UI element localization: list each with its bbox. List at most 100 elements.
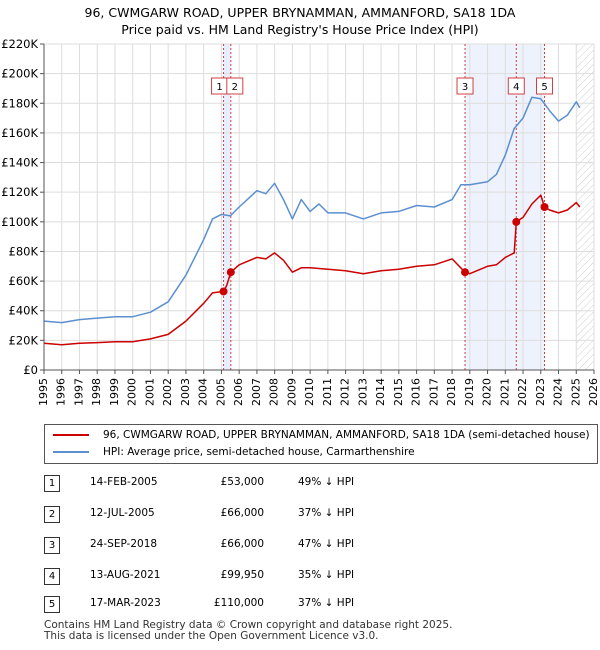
legend-item-hpi: HPI: Average price, semi-detached house,… [53, 444, 415, 460]
legend-swatch-red [53, 434, 89, 436]
x-tick-label: 2011 [321, 378, 334, 406]
x-tick-label: 2008 [268, 378, 281, 406]
footer-line1: Contains HM Land Registry data © Crown c… [44, 619, 453, 631]
legend-label-property: 96, CWMGARW ROAD, UPPER BRYNAMMAN, AMMAN… [103, 429, 590, 441]
sale-point [219, 287, 228, 296]
chart-title-line1: 96, CWMGARW ROAD, UPPER BRYNAMMAN, AMMAN… [84, 5, 516, 20]
sale-hpi-diff: 47% ↓ HPI [298, 538, 355, 550]
x-tick-label: 2018 [445, 378, 458, 406]
sale-point [512, 217, 521, 226]
sale-number-box [226, 77, 244, 95]
sales-table-row: 5 17-MAR-2023 £110,000 37% ↓ HPI [44, 596, 444, 614]
y-tick-label: £140K [1, 156, 38, 170]
sale-number-label: 4 [513, 82, 519, 93]
x-tick-label: 2025 [569, 378, 582, 406]
sale-date: 14-FEB-2005 [90, 476, 158, 488]
series-line-property [43, 194, 581, 346]
x-tick-label: 2001 [143, 378, 156, 406]
sale-hpi-diff: 37% ↓ HPI [298, 597, 355, 609]
x-tick-label: 2010 [303, 378, 316, 406]
y-tick-label: £220K [1, 37, 38, 51]
sale-price: £99,950 [220, 569, 264, 581]
y-tick-label: £200K [1, 67, 38, 81]
x-tick-label: 1998 [90, 378, 103, 406]
y-tick-label: £20K [9, 333, 39, 347]
x-tick-label: 1997 [72, 378, 85, 406]
sale-price: £66,000 [220, 507, 264, 519]
x-tick-label: 2005 [214, 378, 227, 406]
x-tick-label: 2012 [339, 378, 352, 406]
x-tick-label: 2020 [481, 378, 494, 406]
x-tick-label: 2022 [516, 378, 529, 406]
sale-point [226, 268, 235, 277]
y-tick-label: £0 [23, 363, 38, 377]
x-tick-label: 2000 [126, 378, 139, 406]
x-tick-label: 2002 [161, 378, 174, 406]
y-tick-label: £60K [9, 274, 39, 288]
sale-number-label: 1 [216, 82, 222, 93]
footer-line2: This data is licensed under the Open Gov… [44, 630, 379, 642]
x-tick-label: 2019 [463, 378, 476, 406]
x-tick-label: 2016 [410, 378, 423, 406]
series-line-hpi [43, 96, 581, 324]
sale-number-label: 2 [232, 82, 238, 93]
x-tick-label: 2021 [498, 378, 511, 406]
x-tick-label: 1995 [37, 378, 50, 406]
footer-attribution: Contains HM Land Registry data © Crown c… [44, 620, 452, 642]
sale-hpi-diff: 49% ↓ HPI [298, 476, 355, 488]
sale-date: 17-MAR-2023 [90, 597, 161, 609]
x-tick-label: 1996 [55, 378, 68, 406]
future-hatch-area [576, 44, 594, 370]
sale-number-badge: 3 [44, 537, 60, 554]
sale-number-box [507, 77, 525, 95]
chart-legend: 96, CWMGARW ROAD, UPPER BRYNAMMAN, AMMAN… [44, 424, 598, 464]
y-tick-label: £160K [1, 126, 38, 140]
x-tick-label: 2007 [250, 378, 263, 406]
x-tick-label: 2017 [427, 378, 440, 406]
chart-title-line2: Price paid vs. HM Land Registry's House … [121, 22, 479, 37]
y-tick-label: £40K [9, 304, 39, 318]
x-tick-label: 2026 [587, 378, 600, 406]
legend-item-property: 96, CWMGARW ROAD, UPPER BRYNAMMAN, AMMAN… [53, 427, 590, 443]
sale-number-box [536, 77, 553, 95]
legend-label-hpi: HPI: Average price, semi-detached house,… [103, 446, 415, 458]
x-tick-label: 2023 [534, 378, 547, 406]
sale-band [465, 44, 517, 370]
y-tick-label: £80K [9, 244, 39, 258]
sale-number-badge: 1 [44, 475, 60, 492]
sale-number-box [456, 77, 474, 95]
sale-date: 24-SEP-2018 [90, 538, 158, 550]
x-tick-label: 2003 [179, 378, 192, 406]
sale-price: £110,000 [213, 597, 264, 609]
sales-table-row: 4 13-AUG-2021 £99,950 35% ↓ HPI [44, 568, 444, 586]
y-tick-label: £120K [1, 185, 38, 199]
sale-number-badge: 2 [44, 506, 60, 523]
sale-point [540, 203, 549, 211]
y-tick-label: £180K [1, 96, 38, 110]
sale-band [223, 44, 231, 370]
sales-table-row: 2 12-JUL-2005 £66,000 37% ↓ HPI [44, 506, 444, 524]
sale-hpi-diff: 37% ↓ HPI [298, 507, 355, 519]
sale-point [461, 268, 470, 277]
y-tick-label: £100K [1, 215, 38, 229]
sale-date: 13-AUG-2021 [90, 569, 161, 581]
x-tick-label: 2024 [552, 378, 565, 406]
sale-hpi-diff: 35% ↓ HPI [298, 569, 355, 581]
x-tick-label: 2004 [197, 378, 210, 406]
sale-number-badge: 4 [44, 568, 60, 585]
sale-number-label: 5 [541, 82, 547, 93]
x-tick-label: 2014 [374, 378, 387, 406]
x-tick-label: 2013 [356, 378, 369, 406]
legend-swatch-blue [53, 451, 89, 453]
x-tick-label: 1999 [108, 378, 121, 406]
sale-number-badge: 5 [44, 596, 60, 613]
sale-number-label: 3 [462, 82, 468, 93]
x-tick-label: 2006 [232, 378, 245, 406]
sale-price: £66,000 [220, 538, 264, 550]
sales-table-row: 3 24-SEP-2018 £66,000 47% ↓ HPI [44, 537, 444, 555]
sales-table-row: 1 14-FEB-2005 £53,000 49% ↓ HPI [44, 475, 444, 493]
sale-date: 12-JUL-2005 [90, 507, 155, 519]
x-tick-label: 2009 [285, 378, 298, 406]
sale-price: £53,000 [220, 476, 264, 488]
